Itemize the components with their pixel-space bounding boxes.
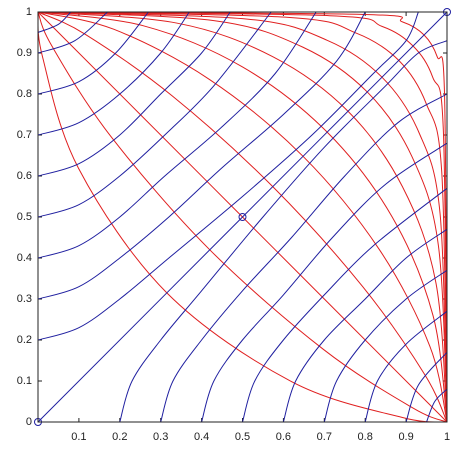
curve — [426, 388, 448, 423]
x-tick-label: 0.4 — [194, 431, 209, 443]
y-tick-label: 0.8 — [17, 88, 32, 100]
x-tick-label: 0.6 — [276, 431, 291, 443]
curve — [364, 310, 448, 423]
y-tick-label: 0.5 — [17, 211, 32, 223]
y-tick-label: 0.2 — [17, 334, 32, 346]
curve — [37, 11, 108, 54]
curve — [37, 11, 419, 341]
x-tick-label: 0.7 — [317, 431, 332, 443]
curve — [37, 11, 317, 259]
y-tick-label: 0.3 — [17, 293, 32, 305]
x-tick-label: 1 — [444, 431, 450, 443]
curve — [37, 11, 366, 300]
x-tick-label: 0.2 — [112, 431, 127, 443]
curve — [37, 11, 190, 136]
x-tick-label: 0.8 — [358, 431, 373, 443]
y-tick-label: 0 — [26, 416, 32, 428]
x-tick-label: 0.3 — [153, 431, 168, 443]
curve — [160, 93, 448, 423]
y-tick-label: 0.9 — [17, 47, 32, 59]
x-tick-label: 0.9 — [398, 431, 413, 443]
y-tick-label: 0.1 — [17, 375, 32, 387]
y-tick-label: 0.7 — [17, 129, 32, 141]
x-tick-label: 0.1 — [71, 431, 86, 443]
axes-box — [37, 11, 448, 423]
y-tick-label: 0.4 — [17, 252, 32, 264]
marker — [238, 213, 247, 221]
curve — [282, 228, 448, 423]
curve — [37, 11, 272, 218]
y-tick-label: 0.6 — [17, 170, 32, 182]
curve — [37, 11, 149, 95]
y-tick-label: 1 — [26, 6, 32, 18]
curve — [201, 142, 448, 423]
curve — [405, 351, 448, 423]
curve — [323, 269, 448, 423]
x-tick-label: 0.5 — [235, 431, 250, 443]
curve — [37, 11, 72, 33]
curve — [37, 11, 231, 177]
curve — [242, 187, 448, 423]
curve — [37, 11, 448, 423]
curve — [119, 40, 448, 423]
